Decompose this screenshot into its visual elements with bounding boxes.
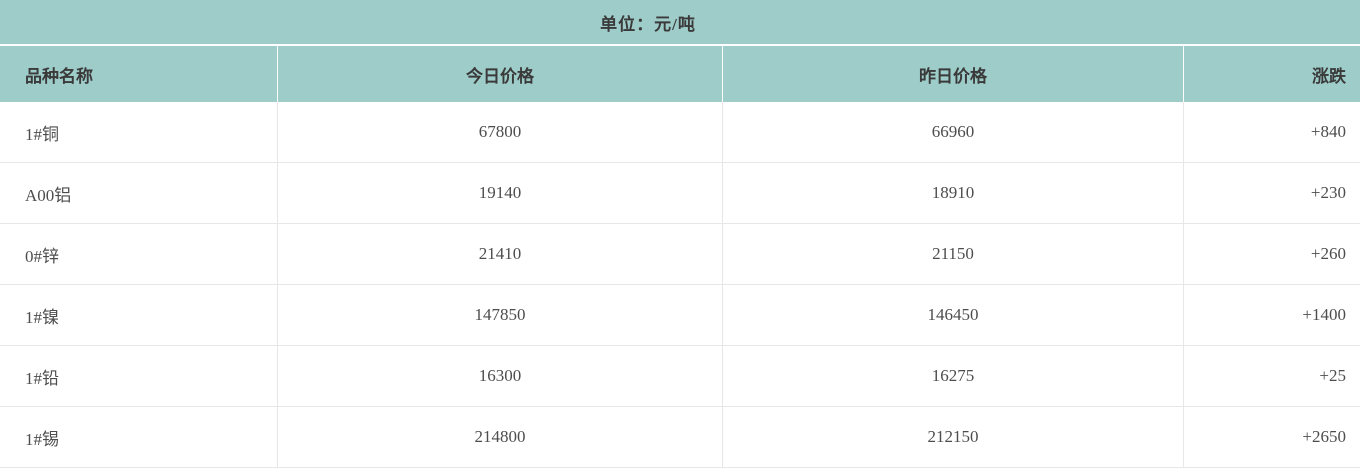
unit-label: 单位：元/吨 xyxy=(600,14,696,34)
cell-price-change: +260 xyxy=(1183,224,1360,284)
column-header-change: 涨跌 xyxy=(1183,46,1360,102)
cell-price-change: +2650 xyxy=(1183,407,1360,467)
table-row-lead: 1#铅 16300 16275 +25 xyxy=(0,346,1360,407)
cell-variety-name: 1#铜 xyxy=(25,124,59,144)
table-row-tin: 1#锡 214800 212150 +2650 xyxy=(0,407,1360,468)
cell-today-price: 16300 xyxy=(277,346,722,406)
table-header-row: 品种名称 今日价格 昨日价格 涨跌 xyxy=(0,46,1360,102)
column-header-today-price: 今日价格 xyxy=(277,46,722,102)
cell-yesterday-price: 18910 xyxy=(722,163,1183,223)
column-header-variety: 品种名称 xyxy=(25,66,93,86)
cell-variety-name: A00铝 xyxy=(25,185,72,205)
metal-price-table: 品种名称 今日价格 昨日价格 涨跌 1#铜 67800 66960 +840 A… xyxy=(0,46,1360,468)
cell-today-price: 21410 xyxy=(277,224,722,284)
cell-variety-name: 1#锡 xyxy=(25,429,59,449)
cell-today-price: 67800 xyxy=(277,102,722,162)
table-row-zinc: 0#锌 21410 21150 +260 xyxy=(0,224,1360,285)
cell-today-price: 214800 xyxy=(277,407,722,467)
table-row-aluminum: A00铝 19140 18910 +230 xyxy=(0,163,1360,224)
cell-price-change: +25 xyxy=(1183,346,1360,406)
cell-yesterday-price: 212150 xyxy=(722,407,1183,467)
cell-price-change: +230 xyxy=(1183,163,1360,223)
unit-bar: 单位：元/吨 xyxy=(0,0,1360,46)
cell-yesterday-price: 16275 xyxy=(722,346,1183,406)
cell-price-change: +840 xyxy=(1183,102,1360,162)
table-row-nickel: 1#镍 147850 146450 +1400 xyxy=(0,285,1360,346)
cell-yesterday-price: 66960 xyxy=(722,102,1183,162)
cell-variety-name: 1#铅 xyxy=(25,368,59,388)
cell-variety-name: 1#镍 xyxy=(25,307,59,327)
cell-today-price: 19140 xyxy=(277,163,722,223)
cell-today-price: 147850 xyxy=(277,285,722,345)
cell-price-change: +1400 xyxy=(1183,285,1360,345)
cell-yesterday-price: 21150 xyxy=(722,224,1183,284)
cell-variety-name: 0#锌 xyxy=(25,246,59,266)
column-header-yesterday-price: 昨日价格 xyxy=(722,46,1183,102)
cell-yesterday-price: 146450 xyxy=(722,285,1183,345)
table-row-copper: 1#铜 67800 66960 +840 xyxy=(0,102,1360,163)
